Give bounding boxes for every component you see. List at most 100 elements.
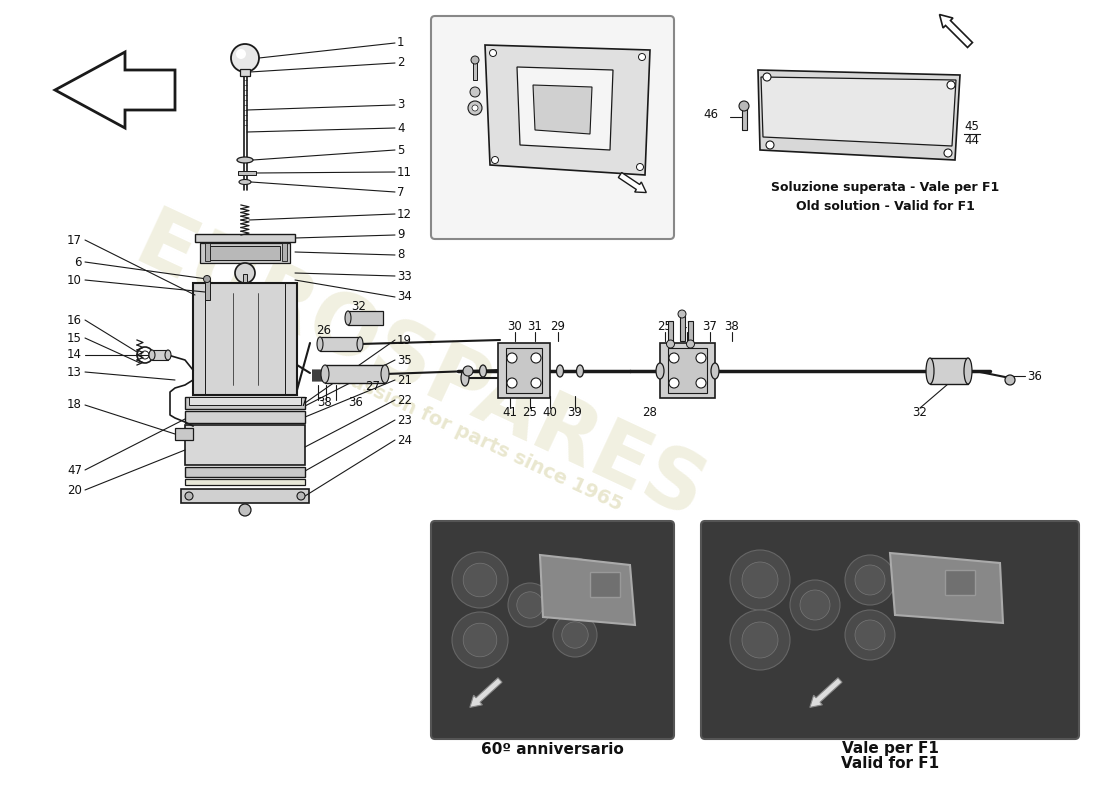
Bar	[660, 343, 715, 398]
Text: 48: 48	[433, 95, 448, 105]
Text: 38: 38	[318, 397, 332, 410]
FancyArrow shape	[470, 678, 502, 707]
Circle shape	[855, 565, 886, 595]
Bar	[210, 246, 280, 260]
Bar	[238, 171, 256, 175]
Bar	[680, 316, 685, 341]
Circle shape	[492, 157, 498, 163]
Circle shape	[452, 552, 508, 608]
Text: 46: 46	[437, 67, 451, 77]
Polygon shape	[540, 555, 635, 625]
Text: 26: 26	[316, 323, 331, 337]
Circle shape	[507, 353, 517, 363]
Circle shape	[763, 73, 771, 81]
Bar	[930, 358, 968, 384]
Text: 20: 20	[67, 483, 82, 497]
Text: 28: 28	[642, 406, 658, 419]
Circle shape	[800, 590, 830, 620]
Circle shape	[845, 555, 895, 605]
Text: Old solution - Valid for F1: Old solution - Valid for F1	[795, 201, 975, 214]
FancyBboxPatch shape	[701, 521, 1079, 739]
Bar	[243, 274, 248, 282]
Circle shape	[638, 54, 646, 61]
Text: 9: 9	[397, 229, 405, 242]
Circle shape	[739, 101, 749, 111]
Circle shape	[667, 340, 674, 348]
Ellipse shape	[236, 157, 253, 163]
Circle shape	[235, 263, 255, 283]
Bar	[195, 234, 295, 242]
FancyArrow shape	[618, 173, 647, 193]
FancyArrow shape	[939, 14, 972, 47]
Text: 7: 7	[397, 186, 405, 198]
Text: 36: 36	[1027, 370, 1042, 382]
Text: 4: 4	[397, 122, 405, 134]
Circle shape	[531, 353, 541, 363]
Text: 33: 33	[397, 270, 411, 282]
Text: EUROSPARES: EUROSPARES	[122, 202, 717, 538]
Circle shape	[452, 612, 508, 668]
Circle shape	[669, 378, 679, 388]
Text: 29: 29	[550, 321, 565, 334]
Polygon shape	[55, 52, 175, 128]
Bar	[324, 365, 385, 383]
Ellipse shape	[239, 179, 251, 185]
Text: 38: 38	[725, 321, 739, 334]
Bar	[175, 428, 192, 440]
FancyBboxPatch shape	[431, 16, 674, 239]
Bar	[473, 62, 477, 80]
Bar	[189, 397, 301, 405]
Text: 42: 42	[924, 522, 938, 534]
Text: 32: 32	[351, 301, 366, 314]
Ellipse shape	[148, 350, 155, 360]
FancyBboxPatch shape	[431, 521, 674, 739]
Bar	[348, 311, 383, 325]
Text: Valid for F1: Valid for F1	[503, 207, 601, 222]
Text: 21: 21	[397, 374, 412, 386]
Polygon shape	[761, 77, 956, 146]
Bar	[506, 348, 542, 393]
Text: 18: 18	[67, 398, 82, 411]
Polygon shape	[485, 45, 650, 175]
Bar	[200, 243, 290, 263]
Text: 46: 46	[703, 109, 718, 122]
Circle shape	[730, 550, 790, 610]
Ellipse shape	[358, 337, 363, 351]
Circle shape	[696, 353, 706, 363]
Circle shape	[790, 580, 840, 630]
Text: Soluzione superata - Vale per F1: Soluzione superata - Vale per F1	[771, 181, 999, 194]
Circle shape	[1005, 375, 1015, 385]
Circle shape	[637, 163, 644, 170]
Text: 44: 44	[965, 134, 979, 147]
Text: 1: 1	[397, 37, 405, 50]
Text: 40: 40	[542, 406, 558, 419]
Bar	[945, 570, 975, 595]
Text: 44: 44	[439, 37, 453, 47]
Text: Valid for F1: Valid for F1	[840, 755, 939, 770]
Text: 5: 5	[397, 143, 405, 157]
Bar	[205, 243, 210, 261]
Text: 41: 41	[680, 321, 694, 334]
Text: 43: 43	[962, 522, 978, 534]
Ellipse shape	[345, 311, 351, 325]
Polygon shape	[890, 553, 1003, 623]
Text: 60º anniversario: 60º anniversario	[481, 742, 624, 757]
Ellipse shape	[317, 337, 323, 351]
Text: 13: 13	[67, 366, 82, 378]
Text: 11: 11	[397, 166, 412, 178]
Circle shape	[204, 275, 210, 282]
Bar	[182, 489, 309, 503]
Polygon shape	[534, 85, 592, 134]
Circle shape	[517, 592, 543, 618]
Bar	[590, 572, 620, 597]
Text: 49: 49	[431, 112, 446, 122]
Text: 41: 41	[503, 406, 517, 419]
Text: Vale per F1: Vale per F1	[504, 187, 601, 202]
Circle shape	[531, 378, 541, 388]
Ellipse shape	[480, 365, 486, 377]
Ellipse shape	[926, 358, 934, 384]
Text: 37: 37	[703, 321, 717, 334]
Text: 43: 43	[575, 522, 591, 534]
Text: 36: 36	[348, 397, 363, 410]
Circle shape	[507, 378, 517, 388]
